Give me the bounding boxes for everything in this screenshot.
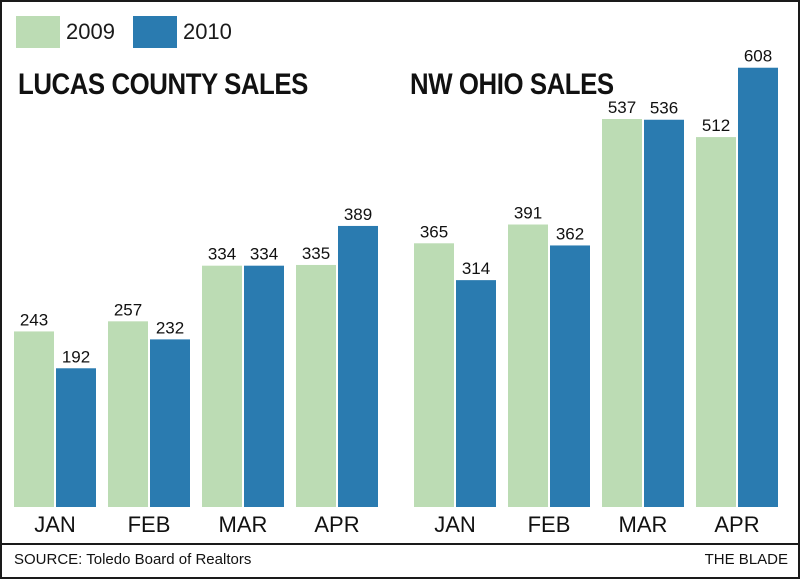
value-label-nwohio-mar-2009: 537 — [608, 98, 636, 117]
bar-lucas-jan-2009 — [14, 331, 54, 507]
bar-nwohio-apr-2010 — [738, 67, 778, 507]
bar-lucas-apr-2010 — [338, 225, 378, 507]
footer-divider — [2, 543, 798, 545]
category-label-nwohio-jan: JAN — [434, 512, 476, 537]
bar-lucas-feb-2009 — [108, 321, 148, 507]
bar-charts: 243 192 JAN 257 232 FEB 334 334 MAR 335 389 APR 365 3… — [14, 47, 778, 537]
category-label-lucas-mar: MAR — [219, 512, 268, 537]
bar-nwohio-mar-2010 — [644, 119, 684, 508]
category-label-lucas-jan: JAN — [34, 512, 76, 537]
value-label-nwohio-jan-2010: 314 — [462, 259, 490, 278]
bar-nwohio-feb-2010 — [550, 245, 590, 507]
value-label-lucas-feb-2009: 257 — [114, 300, 142, 319]
legend: 2009 2010 — [16, 16, 250, 48]
source-note: SOURCE: Toledo Board of Realtors — [14, 551, 252, 568]
legend-item-2009: 2009 — [16, 16, 115, 48]
value-label-lucas-apr-2010: 389 — [344, 205, 372, 224]
category-label-nwohio-mar: MAR — [619, 512, 668, 537]
category-label-lucas-apr: APR — [314, 512, 359, 537]
bar-nwohio-mar-2009 — [602, 119, 642, 507]
nw-ohio-title: NW OHIO SALES — [410, 68, 614, 101]
category-label-nwohio-feb: FEB — [528, 512, 571, 537]
legend-item-2010: 2010 — [132, 16, 232, 48]
value-label-lucas-mar-2009: 334 — [208, 245, 236, 264]
lucas-county-title: LUCAS COUNTY SALES — [18, 68, 308, 101]
value-label-nwohio-apr-2010: 608 — [744, 47, 772, 66]
bar-nwohio-feb-2009 — [508, 224, 548, 507]
value-label-lucas-jan-2009: 243 — [20, 310, 48, 329]
value-label-nwohio-feb-2010: 362 — [556, 224, 584, 243]
value-label-nwohio-apr-2009: 512 — [702, 116, 730, 135]
bar-lucas-mar-2009 — [202, 265, 242, 507]
bar-nwohio-apr-2009 — [696, 137, 736, 507]
bar-lucas-apr-2009 — [296, 264, 336, 507]
legend-swatch-2010 — [132, 16, 177, 48]
value-label-nwohio-feb-2009: 391 — [514, 204, 542, 223]
value-label-lucas-mar-2010: 334 — [250, 245, 278, 264]
value-label-lucas-apr-2009: 335 — [302, 244, 330, 263]
legend-label-2010: 2010 — [182, 19, 232, 44]
value-label-nwohio-mar-2010: 536 — [650, 99, 678, 118]
credit-note: THE BLADE — [704, 551, 788, 568]
bar-lucas-jan-2010 — [56, 368, 96, 507]
category-label-nwohio-apr: APR — [714, 512, 759, 537]
value-label-nwohio-jan-2009: 365 — [420, 222, 448, 241]
category-label-lucas-feb: FEB — [128, 512, 171, 537]
legend-label-2009: 2009 — [66, 19, 115, 44]
bar-lucas-feb-2010 — [150, 339, 190, 507]
bar-nwohio-jan-2010 — [456, 280, 496, 507]
value-label-lucas-jan-2010: 192 — [62, 347, 90, 366]
bar-nwohio-jan-2009 — [414, 243, 454, 507]
legend-swatch-2009 — [16, 16, 60, 48]
value-label-lucas-feb-2010: 232 — [156, 318, 184, 337]
bar-lucas-mar-2010 — [244, 265, 284, 507]
